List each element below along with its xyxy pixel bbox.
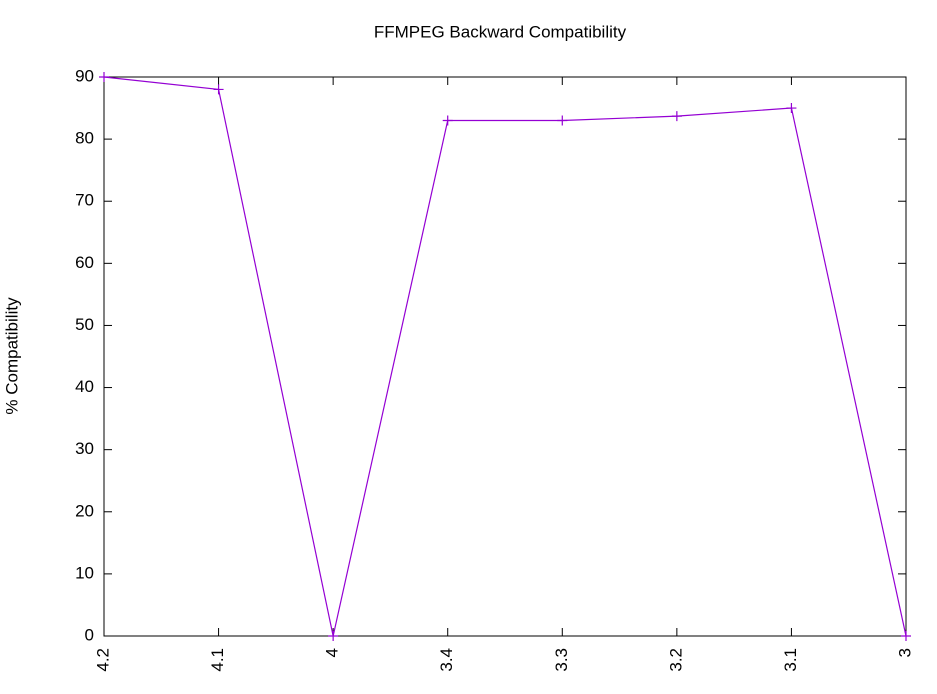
y-tick-label: 20 xyxy=(75,501,94,520)
point-marker xyxy=(213,84,224,95)
chart-title: FFMPEG Backward Compatibility xyxy=(374,22,627,41)
point-marker xyxy=(786,103,797,114)
x-tick-label: 3.4 xyxy=(437,648,456,672)
x-tick-label: 3 xyxy=(895,648,914,657)
x-tick-label: 4 xyxy=(323,648,342,657)
point-marker xyxy=(557,115,568,126)
x-tick-label: 3.3 xyxy=(552,648,571,672)
x-tick-label: 4.2 xyxy=(93,648,112,672)
point-marker xyxy=(328,631,339,641)
series-line xyxy=(103,76,907,637)
y-tick-label: 10 xyxy=(75,563,94,582)
y-tick-label: 60 xyxy=(75,253,94,272)
point-marker xyxy=(901,631,911,641)
y-tick-label: 0 xyxy=(85,625,94,644)
y-tick-label: 30 xyxy=(75,439,94,458)
plot-frame xyxy=(103,76,907,637)
y-tick-label: 90 xyxy=(75,66,94,85)
y-axis-label: % Compatibility xyxy=(2,297,21,415)
y-tick-label: 80 xyxy=(75,129,94,148)
y-tick-label: 50 xyxy=(75,315,94,334)
y-tick-label: 40 xyxy=(75,377,94,396)
point-marker xyxy=(99,72,109,82)
point-marker xyxy=(442,115,453,126)
point-marker xyxy=(671,111,682,122)
x-tick-label: 3.2 xyxy=(666,648,685,672)
x-tick-label: 4.1 xyxy=(208,648,227,672)
y-tick-label: 70 xyxy=(75,191,94,210)
x-tick-label: 3.1 xyxy=(781,648,800,672)
